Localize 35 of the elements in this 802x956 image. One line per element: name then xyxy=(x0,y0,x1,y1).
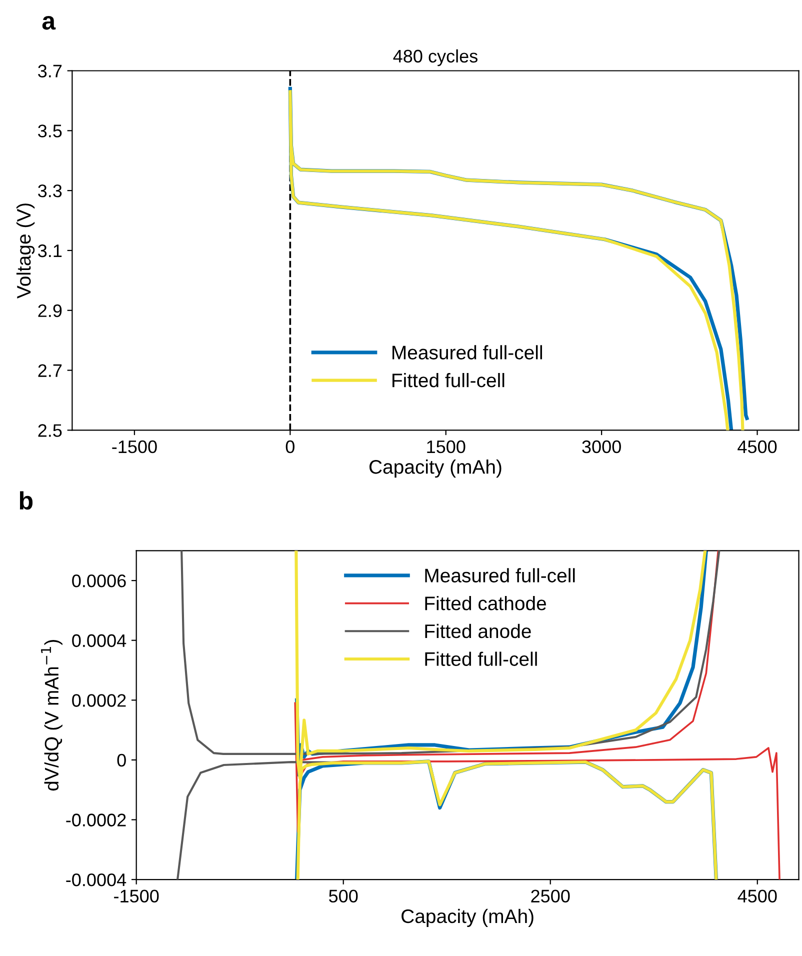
y-tick-label: 0.0006 xyxy=(72,574,126,588)
y-tick-label: 3.3 xyxy=(38,184,62,198)
x-tick-label: 3000 xyxy=(582,440,621,454)
y-tick-label: 2.5 xyxy=(38,424,62,437)
x-tick-label: 0 xyxy=(286,440,294,454)
y-tick-label: 2.7 xyxy=(38,364,62,377)
legend-label: Measured full-cell xyxy=(425,568,575,582)
y-tick-label: 3.1 xyxy=(38,244,62,258)
legend-label: Fitted full-cell xyxy=(392,373,504,388)
y-tick-label: 2.9 xyxy=(38,304,62,318)
text: b xyxy=(20,491,33,510)
x-tick-label: 4500 xyxy=(738,440,777,454)
x-tick-label: 500 xyxy=(329,890,358,903)
y-axis-title: dV/dQ (V mAh$^{−1}$) xyxy=(41,640,62,791)
y-axis-title: Voltage (V) xyxy=(16,204,35,298)
y-tick-label: 3.5 xyxy=(38,124,62,138)
y-tick-label: 0.0004 xyxy=(72,634,126,648)
legend-label: Fitted anode xyxy=(425,624,531,638)
y-tick-label: -0.0004 xyxy=(66,873,126,886)
x-tick-label: 4500 xyxy=(738,890,777,903)
chart-title: 480 cycles xyxy=(393,49,478,66)
y-tick-label: 0 xyxy=(117,754,126,767)
y-tick-label: -0.0002 xyxy=(66,814,126,826)
x-axis-title: Capacity (mAh) xyxy=(369,460,502,478)
x-tick-label: 1500 xyxy=(427,440,466,454)
x-tick-label: 2500 xyxy=(531,890,570,903)
legend-label: Measured full-cell xyxy=(392,345,542,360)
legend-label: Fitted cathode xyxy=(425,596,546,610)
text: a xyxy=(42,16,56,30)
x-tick-label: -1500 xyxy=(112,440,157,454)
legend-label: Fitted full-cell xyxy=(425,652,537,666)
x-tick-label: -1500 xyxy=(114,890,159,903)
y-tick-label: 0.0002 xyxy=(72,694,126,707)
y-tick-label: 3.7 xyxy=(38,64,62,78)
x-axis-title: Capacity (mAh) xyxy=(402,908,534,927)
